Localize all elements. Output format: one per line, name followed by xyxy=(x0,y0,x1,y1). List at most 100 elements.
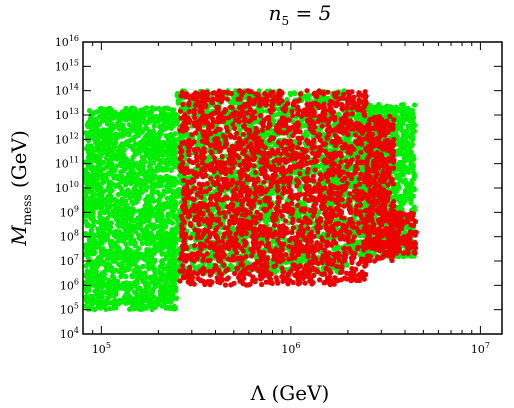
data-point xyxy=(89,184,95,190)
data-point xyxy=(128,237,134,243)
data-point xyxy=(169,296,175,302)
data-point xyxy=(128,255,134,261)
data-point xyxy=(159,179,165,185)
data-point xyxy=(126,233,132,239)
data-point xyxy=(99,131,105,137)
data-point xyxy=(95,244,101,250)
data-point xyxy=(152,176,158,182)
data-point xyxy=(171,281,177,287)
data-point xyxy=(115,191,121,198)
data-point xyxy=(90,192,96,198)
data-point xyxy=(157,264,163,270)
data-point xyxy=(152,266,158,272)
data-point xyxy=(158,258,165,265)
data-point xyxy=(152,257,158,263)
data-point xyxy=(89,223,95,229)
data-points xyxy=(82,88,419,313)
data-point xyxy=(159,243,165,249)
data-point xyxy=(101,112,107,118)
data-point xyxy=(97,187,103,193)
data-point xyxy=(112,167,118,173)
data-point xyxy=(163,142,169,148)
data-point xyxy=(125,222,131,228)
chart-title-rest: = 5 xyxy=(289,1,331,25)
data-point xyxy=(146,256,152,262)
data-point xyxy=(128,248,135,254)
data-point xyxy=(122,166,128,172)
data-point xyxy=(96,293,102,299)
data-point xyxy=(158,271,164,277)
data-point xyxy=(151,123,157,129)
data-point xyxy=(166,160,172,167)
data-point xyxy=(127,176,133,182)
data-point xyxy=(142,270,148,276)
data-point xyxy=(136,208,142,214)
data-point xyxy=(169,285,175,291)
data-point xyxy=(122,142,128,148)
data-point xyxy=(134,280,140,286)
data-point xyxy=(125,130,131,137)
data-point xyxy=(94,123,100,129)
data-point xyxy=(148,222,154,228)
data-point xyxy=(116,181,122,188)
data-point xyxy=(102,117,108,124)
chart-title: n5 = 5 xyxy=(269,1,332,28)
data-point xyxy=(135,275,141,281)
data-point xyxy=(173,201,180,207)
data-point xyxy=(99,215,105,222)
data-point xyxy=(106,252,112,258)
data-point xyxy=(90,209,96,215)
data-point xyxy=(85,306,91,312)
data-point xyxy=(129,211,135,217)
data-point xyxy=(101,201,107,207)
data-point xyxy=(132,141,138,147)
data-point xyxy=(143,305,149,311)
data-point xyxy=(91,250,98,256)
data-point xyxy=(136,162,142,168)
data-point xyxy=(93,283,99,289)
data-point xyxy=(116,255,123,261)
data-point xyxy=(89,145,95,152)
data-point xyxy=(154,279,160,285)
data-point xyxy=(138,178,144,184)
data-point xyxy=(173,295,179,301)
data-point xyxy=(144,177,150,183)
data-point xyxy=(161,150,167,157)
data-point xyxy=(84,223,90,229)
data-point xyxy=(91,274,98,280)
data-point xyxy=(106,127,112,133)
data-point xyxy=(95,128,101,134)
data-point xyxy=(166,262,172,268)
data-point xyxy=(145,168,151,174)
data-point xyxy=(114,248,120,254)
data-point xyxy=(136,293,143,299)
data-point xyxy=(83,194,89,200)
data-point xyxy=(116,199,122,206)
data-point xyxy=(150,115,156,121)
data-point xyxy=(156,197,162,203)
data-point xyxy=(155,208,161,214)
data-point xyxy=(130,261,136,267)
data-point xyxy=(99,151,105,157)
data-point xyxy=(107,161,113,167)
data-point xyxy=(113,267,119,273)
data-point xyxy=(105,108,111,114)
data-point xyxy=(177,172,183,179)
data-point xyxy=(97,210,104,216)
data-point xyxy=(146,147,152,153)
data-point xyxy=(139,240,145,247)
data-point xyxy=(136,235,142,241)
data-point xyxy=(148,110,154,116)
data-point xyxy=(103,289,109,295)
data-point xyxy=(146,283,152,289)
data-point xyxy=(146,236,152,242)
data-point xyxy=(119,109,125,115)
data-point xyxy=(169,107,176,113)
data-point xyxy=(123,256,129,262)
data-point xyxy=(168,212,174,218)
data-point xyxy=(114,113,120,119)
data-point xyxy=(150,169,156,175)
data-point xyxy=(91,306,97,312)
data-point xyxy=(167,252,173,258)
data-point xyxy=(262,218,268,224)
